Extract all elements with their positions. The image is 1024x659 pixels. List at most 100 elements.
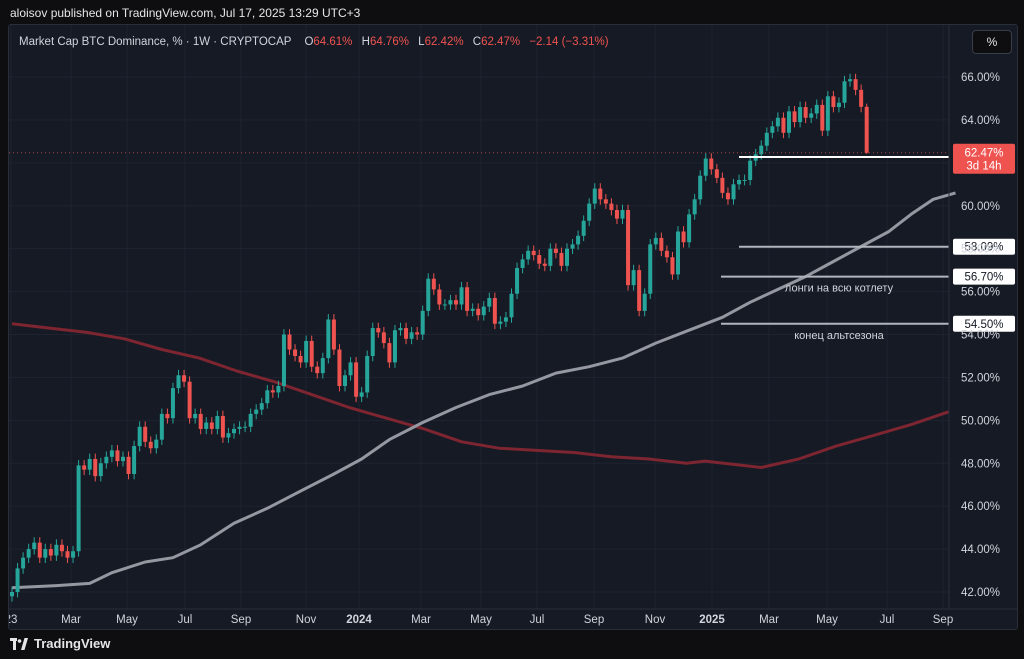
candle [809,108,814,124]
candle [43,543,48,564]
candle [26,543,31,564]
candle-body [209,422,214,429]
candle [370,322,375,362]
candle-body [520,259,525,268]
candle-body [481,306,486,316]
candle-body [48,549,53,556]
y-tick-label: 42.00% [961,587,1000,599]
candle [859,84,864,113]
candle [553,243,558,259]
candle [404,322,409,345]
candle [653,232,658,250]
candle [737,174,742,190]
candle [676,226,680,280]
candle-body [825,96,830,131]
percent-scale-button[interactable]: % [972,30,1012,54]
candle-body [315,366,320,374]
x-tick-label: 2024 [346,614,372,626]
candle [542,258,547,272]
candle-body [831,96,836,108]
candle [587,198,592,227]
candle [376,322,381,338]
tradingview-logo-icon [10,637,28,650]
candle-body [614,210,619,219]
candle-body [814,104,819,114]
candle [32,537,37,555]
candle-body [725,192,730,200]
candle [537,249,542,270]
candle-body [381,332,386,344]
candles [10,73,869,602]
legend-high-label: H [362,36,370,48]
candle [481,301,486,321]
candle [626,204,631,291]
candle [87,453,92,476]
candle [731,178,736,205]
candle [670,251,675,280]
candle-body [270,390,275,393]
x-axis[interactable]: 23 Mar May Jul Sep Nov 2024 Mar May Jul Sep Nov 2025… [9,608,1017,626]
candle-body [187,381,192,419]
publisher-line: aloisov published on TradingView.com, Ju… [10,6,361,20]
y-tick-label: 58.00% [961,244,1000,256]
candle [148,436,153,454]
candle-body [392,330,397,363]
price-tag-countdown: 3d 14h [966,161,1001,173]
legend-high: 64.76% [370,36,409,48]
moving-average-slow [11,322,950,469]
candle [698,170,703,205]
candle [531,245,536,261]
level-annotation: конец альтсезона [794,330,884,342]
x-tick-label: Nov [296,614,317,626]
candle-body [587,203,592,221]
candle [265,384,270,409]
candle-body [387,343,392,363]
x-tick-label: May [816,614,838,626]
candle-body [626,210,631,286]
candle [487,292,492,312]
candle-body [509,293,514,318]
candle [764,127,769,152]
candle-body [148,441,153,449]
candle [442,299,447,310]
candle-body [676,231,680,275]
candle [359,387,364,403]
candle-body [287,334,292,350]
candle-body [742,180,747,181]
candle-body [637,270,642,311]
candle-body [770,126,775,133]
x-tick-label: May [470,614,492,626]
candle [320,352,325,379]
x-tick-label: Jul [530,614,545,626]
candle-body [26,549,31,558]
candle [354,357,359,403]
candle [820,99,825,137]
candle-body [653,237,658,245]
candle [775,112,780,132]
candle-body [143,426,148,442]
candle-body [331,319,336,350]
candle-body [803,107,808,118]
candle-body [359,392,364,397]
legend-open-label: O [304,36,313,48]
candle-body [343,375,347,386]
candle [798,101,803,128]
candle-body [65,551,70,558]
candle [725,187,730,205]
candle [692,193,697,220]
candle-body [698,175,703,200]
candle [365,350,370,398]
candle [581,215,586,242]
candle [609,198,614,216]
legend-close-label: C [473,36,481,48]
candle-body [542,263,547,266]
candle [576,230,581,250]
candle-body [415,332,420,335]
candle [748,155,753,186]
candlestick-chart[interactable]: 62.27%58.09%56.70%лонги на всю котлету54… [9,25,1017,629]
candle-body [170,388,175,419]
candle [454,294,458,310]
candle-body [670,257,675,275]
candle [570,239,575,255]
moving-average-fast [11,191,956,590]
